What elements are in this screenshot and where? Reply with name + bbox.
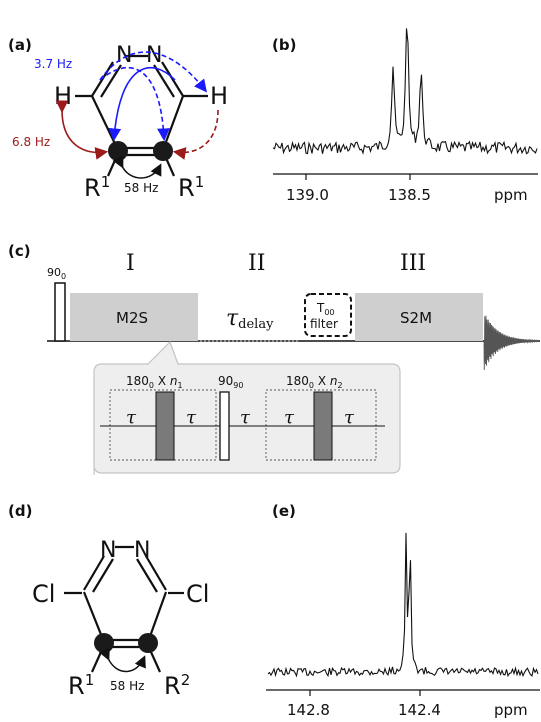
axis-unit-b: ppm (494, 186, 528, 204)
coupling-label-blue: 3.7 Hz (34, 57, 72, 71)
pulse-90 (54, 282, 66, 342)
labelled-carbon-right (153, 141, 173, 161)
tau-labels: τ τ τ τ τ (126, 407, 355, 428)
pulse-90-90 (219, 391, 230, 461)
pulse-180-2 (313, 391, 333, 461)
cl-atom-right: Cl (186, 580, 209, 608)
panel-c: (c) 900 I II III M2S τdelay T00 filter S… (8, 242, 540, 475)
echo1-label: 1800 X n1 (126, 374, 183, 390)
coupling-label-red: 6.8 Hz (12, 135, 50, 149)
labelled-carbon-left (108, 141, 128, 161)
h-atom-right: H (210, 82, 228, 110)
panel-a: (a) N N H H R1 R1 3.7 Hz 6 (8, 36, 228, 202)
filter-label-line1: T00 (316, 301, 335, 317)
spectrum-e (267, 532, 539, 678)
echo-block-2 (265, 389, 377, 461)
section-label-I: I (126, 251, 135, 276)
section-label-III: III (400, 251, 426, 276)
section-label-II: II (248, 251, 265, 276)
s2m-label: S2M (400, 309, 432, 327)
tick-label-b-left: 139.0 (286, 186, 329, 204)
cc-coupling-label-d: 58 Hz (110, 679, 144, 693)
tau-3: τ (240, 407, 251, 428)
r-group-left: R1 (84, 173, 110, 202)
dichloropyridazine-ring (64, 545, 184, 673)
n-atom-left: N (116, 43, 132, 68)
panel-e-label: (e) (272, 502, 296, 520)
panel-a-label: (a) (8, 36, 32, 54)
cc-coupling-arrow (112, 155, 162, 179)
tau-4: τ (284, 407, 295, 428)
tau-delay-label: τdelay (226, 306, 274, 332)
cl-atom-left: Cl (32, 580, 55, 608)
coupling-arrow-blue (108, 66, 176, 142)
cc-coupling-arrow-d (98, 647, 146, 673)
m2s-block (70, 293, 198, 341)
tau-5: τ (344, 407, 355, 428)
panel-e: (e) 142.8 142.4 ppm (266, 502, 540, 719)
t00-filter-box (304, 293, 352, 337)
tick-label-e-left: 142.8 (287, 701, 330, 719)
h-atom-left: H (54, 82, 72, 110)
labelled-carbon-left-d (94, 633, 114, 653)
panel-b-label: (b) (272, 36, 296, 54)
s2m-block (355, 293, 483, 341)
coupling-arrow-blue-dashed-2 (99, 66, 170, 142)
n-atom-left-d: N (100, 538, 116, 563)
filter-label-line2: filter (310, 317, 338, 331)
r-group-right-d: R2 (164, 671, 190, 700)
n-atom-right: N (146, 43, 162, 68)
m2s-label: M2S (116, 309, 148, 327)
spectrum-b (272, 28, 538, 155)
r-group-left-d: R1 (68, 671, 94, 700)
panel-d-label: (d) (8, 502, 32, 520)
coupling-arrow-red (55, 100, 109, 160)
pulse-180-1 (155, 391, 175, 461)
echo2-label: 1800 X n2 (286, 374, 343, 390)
panel-b: (b) 139.0 138.5 ppm (272, 28, 538, 204)
mid-pulse-label: 9090 (218, 374, 243, 390)
r-group-right: R1 (178, 173, 204, 202)
labelled-carbon-right-d (138, 633, 158, 653)
panel-c-label: (c) (8, 242, 31, 260)
tau-2: τ (186, 407, 197, 428)
tick-label-e-right: 142.4 (398, 701, 441, 719)
n-atom-right-d: N (134, 538, 150, 563)
coupling-arrow-red-dashed (172, 109, 219, 160)
tau-1: τ (126, 407, 137, 428)
coupling-arrow-blue-dashed (99, 51, 207, 93)
cc-coupling-label: 58 Hz (124, 181, 158, 195)
pulse-90-label: 900 (47, 266, 66, 281)
tick-label-b-right: 138.5 (388, 186, 431, 204)
axis-unit-e: ppm (494, 701, 528, 719)
panel-d: (d) N N Cl Cl R1 R2 58 Hz (8, 502, 209, 700)
fid-signal (483, 315, 540, 371)
